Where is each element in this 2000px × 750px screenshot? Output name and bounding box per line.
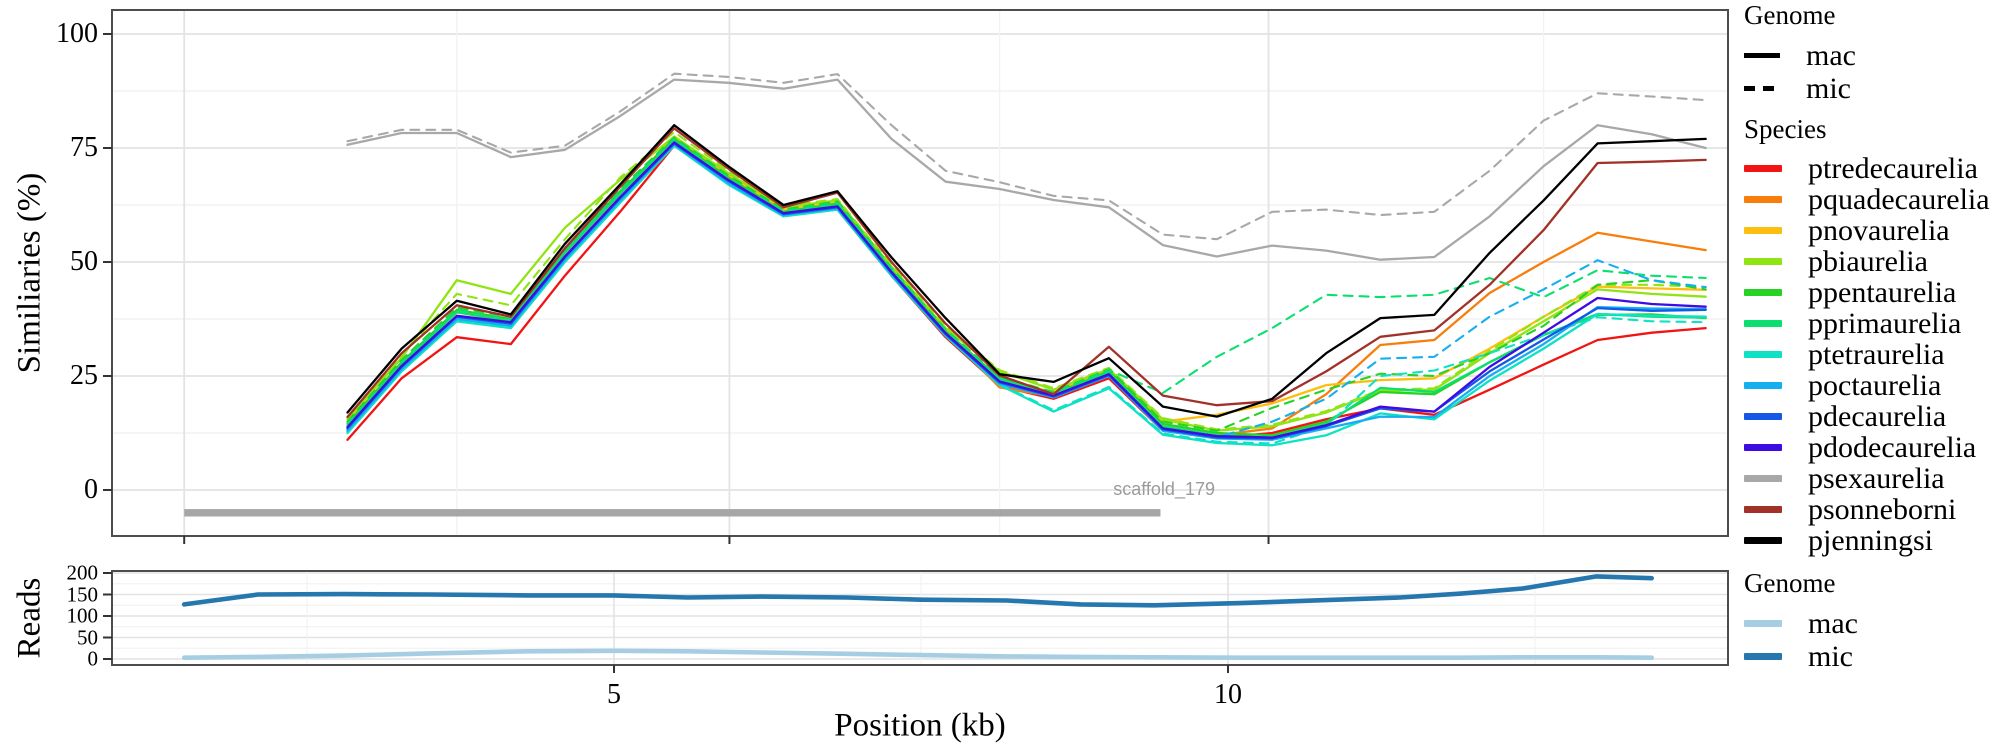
series-pprimaurelia-mac xyxy=(346,140,1707,439)
main-y-tick-25: 25 xyxy=(70,360,98,391)
species-legend-label: pbiaurelia xyxy=(1808,244,1928,278)
series-psonneborni-mac xyxy=(346,127,1707,419)
x-axis-title: Position (kb) xyxy=(834,707,1006,744)
x-tick-10: 10 xyxy=(1214,679,1242,710)
series-pbiaurelia-mac xyxy=(346,135,1707,432)
series-pjenningsi-mac xyxy=(346,124,1707,418)
main-y-tick-75: 75 xyxy=(70,132,98,163)
legend-species-items: ptredecaurelia pquadecaurelia pnovaureli… xyxy=(1744,151,1990,557)
legend-item-mic: mic xyxy=(1744,72,1856,105)
main-y-tick-50: 50 xyxy=(70,246,98,277)
species-legend-label: pdodecaurelia xyxy=(1808,430,1977,464)
species-legend-label: pprimaurelia xyxy=(1808,306,1962,340)
mac-color-key-icon xyxy=(1744,620,1782,627)
species-legend-label: ptetraurelia xyxy=(1808,337,1945,371)
series-pbiaurelia-mic xyxy=(346,130,1707,431)
main-panel-border xyxy=(111,9,1729,537)
series-ptetraurelia-mac xyxy=(346,144,1707,447)
species-color-key-icon xyxy=(1744,382,1782,389)
species-legend-item: pnovaurelia xyxy=(1744,213,1990,247)
legend-item-reads-mic: mic xyxy=(1744,640,1858,673)
species-color-key-icon xyxy=(1744,227,1782,234)
solid-line-key-icon xyxy=(1744,53,1780,58)
species-legend-label: psexaurelia xyxy=(1808,461,1945,495)
legend-genome-title: Genome xyxy=(1744,0,1836,30)
dashed-line-key-icon xyxy=(1744,86,1780,91)
species-legend-label: pdecaurelia xyxy=(1808,399,1947,433)
species-color-key-icon xyxy=(1744,351,1782,358)
species-color-key-icon xyxy=(1744,196,1782,203)
species-legend-item: pjenningsi xyxy=(1744,523,1990,557)
species-legend-item: ppentaurelia xyxy=(1744,275,1990,309)
species-color-key-icon xyxy=(1744,320,1782,327)
reads-series-mic xyxy=(181,574,1654,608)
species-color-key-icon xyxy=(1744,444,1782,451)
reads-y-tick-100: 100 xyxy=(66,603,99,628)
species-color-key-icon xyxy=(1744,165,1782,172)
series-psexaurelia-mic xyxy=(346,72,1707,241)
series-pprimaurelia-mic xyxy=(346,137,1707,425)
main-y-tick-100: 100 xyxy=(56,18,98,49)
reads-y-tick-0: 0 xyxy=(87,646,99,671)
species-color-key-icon xyxy=(1744,475,1782,482)
species-legend-item: pbiaurelia xyxy=(1744,244,1990,278)
legend-item-mac: mac xyxy=(1744,39,1856,72)
species-legend-item: ptetraurelia xyxy=(1744,337,1990,371)
legend-genome-reads-title: Genome xyxy=(1744,568,1836,598)
legend-species-title: Species xyxy=(1744,114,1827,144)
species-legend-label: pnovaurelia xyxy=(1808,213,1950,247)
species-legend-item: pdecaurelia xyxy=(1744,399,1990,433)
series-ptredecaurelia-mac xyxy=(346,144,1707,441)
species-color-key-icon xyxy=(1744,289,1782,296)
legend-genome-reads: Genome mac mic xyxy=(1744,568,1858,673)
species-color-key-icon xyxy=(1744,258,1782,265)
reads-y-tick-150: 150 xyxy=(66,582,99,606)
reads-y-tick-50: 50 xyxy=(77,625,98,649)
legend-item-reads-mac: mac xyxy=(1744,607,1858,640)
legend-species: Species ptredecaurelia pquadecaurelia pn… xyxy=(1744,114,1990,557)
scaffold-bar xyxy=(184,509,1161,517)
reads-series-mac xyxy=(181,648,1654,661)
species-legend-label: poctaurelia xyxy=(1808,368,1942,402)
reads-panel-border xyxy=(111,570,1729,666)
species-legend-label: psonneborni xyxy=(1808,492,1957,526)
species-color-key-icon xyxy=(1744,537,1782,544)
mic-color-key-icon xyxy=(1744,653,1782,660)
species-color-key-icon xyxy=(1744,413,1782,420)
species-legend-item: psexaurelia xyxy=(1744,461,1990,495)
species-legend-item: pdodecaurelia xyxy=(1744,430,1990,464)
species-legend-item: psonneborni xyxy=(1744,492,1990,526)
series-pdecaurelia-mac xyxy=(346,142,1707,440)
reads-y-tick-200: 200 xyxy=(66,560,99,585)
series-pdodecaurelia-mac xyxy=(346,141,1707,439)
series-psexaurelia-mac xyxy=(346,78,1707,261)
species-legend-item: pprimaurelia xyxy=(1744,306,1990,340)
species-legend-item: poctaurelia xyxy=(1744,368,1990,402)
species-legend-label: ptredecaurelia xyxy=(1808,151,1978,185)
scaffold-annotation: scaffold_179 xyxy=(1113,479,1215,499)
species-legend-item: pquadecaurelia xyxy=(1744,182,1990,216)
species-legend-label: ppentaurelia xyxy=(1808,275,1957,309)
species-legend-label: pquadecaurelia xyxy=(1808,182,1990,216)
legend-genome-linetype: Genome mac mic xyxy=(1744,0,1856,105)
species-legend-item: ptredecaurelia xyxy=(1744,151,1990,185)
species-color-key-icon xyxy=(1744,506,1782,513)
x-tick-5: 5 xyxy=(607,679,621,710)
main-y-tick-0: 0 xyxy=(84,474,98,505)
species-legend-label: pjenningsi xyxy=(1808,523,1933,557)
